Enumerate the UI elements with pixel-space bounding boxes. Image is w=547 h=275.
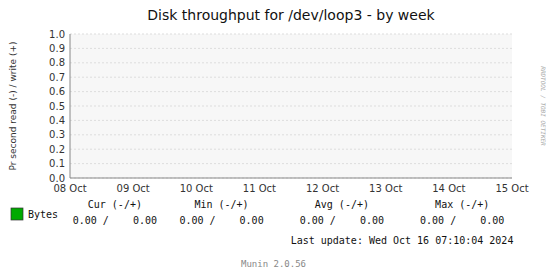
stat-header: Cur (-/+) xyxy=(88,199,142,210)
version: Munin 2.0.56 xyxy=(241,259,306,269)
x-tick-label: 09 Oct xyxy=(117,183,150,194)
stat-header: Avg (-/+) xyxy=(315,199,369,210)
x-tick-label: 13 Oct xyxy=(369,183,402,194)
legend-label: Bytes xyxy=(28,209,58,220)
stat-header: Min (-/+) xyxy=(194,199,248,210)
x-tick-label: 12 Oct xyxy=(306,183,339,194)
grid-line xyxy=(70,106,512,107)
x-tick-label: 14 Oct xyxy=(432,183,465,194)
grid-line xyxy=(70,163,512,164)
y-tick-label: 0.7 xyxy=(49,72,65,83)
x-tick-label: 08 Oct xyxy=(53,183,86,194)
y-tick-label: 0.6 xyxy=(49,86,65,97)
y-tick-label: 0.2 xyxy=(49,144,65,155)
watermark: RRDTOOL / TOBI OETIKER xyxy=(540,66,547,146)
x-tick-label: 10 Oct xyxy=(180,183,213,194)
title: Disk throughput for /dev/loop3 - by week xyxy=(147,7,435,23)
stat-value: 0.00 / 0.00 xyxy=(300,215,384,226)
y-tick-label: 0.8 xyxy=(49,57,65,68)
x-tick-label: 15 Oct xyxy=(495,183,528,194)
y-tick-label: 0.3 xyxy=(49,129,65,140)
last-update: Last update: Wed Oct 16 07:10:04 2024 xyxy=(291,235,514,246)
grid-line xyxy=(70,120,512,121)
stat-value: 0.00 / 0.00 xyxy=(73,215,157,226)
y-tick-label: 0.1 xyxy=(49,158,65,169)
y-axis xyxy=(70,34,71,178)
y-tick-label: 1.0 xyxy=(49,29,65,40)
grid-line xyxy=(70,178,512,179)
plot-area xyxy=(70,34,512,178)
y-tick-label: 0.5 xyxy=(49,101,65,112)
stat-header: Max (-/+) xyxy=(435,199,489,210)
y-tick-label: 0.0 xyxy=(49,173,65,184)
y-axis-label: Pr second read (-) / write (+) xyxy=(8,42,18,171)
stat-value: 0.00 / 0.00 xyxy=(179,215,263,226)
legend-swatch xyxy=(11,208,23,220)
grid-line xyxy=(70,48,512,49)
grid-line xyxy=(70,134,512,135)
grid-line xyxy=(70,77,512,78)
x-tick-label: 11 Oct xyxy=(243,183,276,194)
stat-value: 0.00 / 0.00 xyxy=(420,215,504,226)
grid-line xyxy=(70,62,512,63)
y-tick-label: 0.4 xyxy=(49,115,65,126)
grid-line xyxy=(70,91,512,92)
grid-line xyxy=(70,34,512,35)
grid-line xyxy=(70,149,512,150)
x-axis xyxy=(70,178,512,179)
y-tick-label: 0.9 xyxy=(49,43,65,54)
